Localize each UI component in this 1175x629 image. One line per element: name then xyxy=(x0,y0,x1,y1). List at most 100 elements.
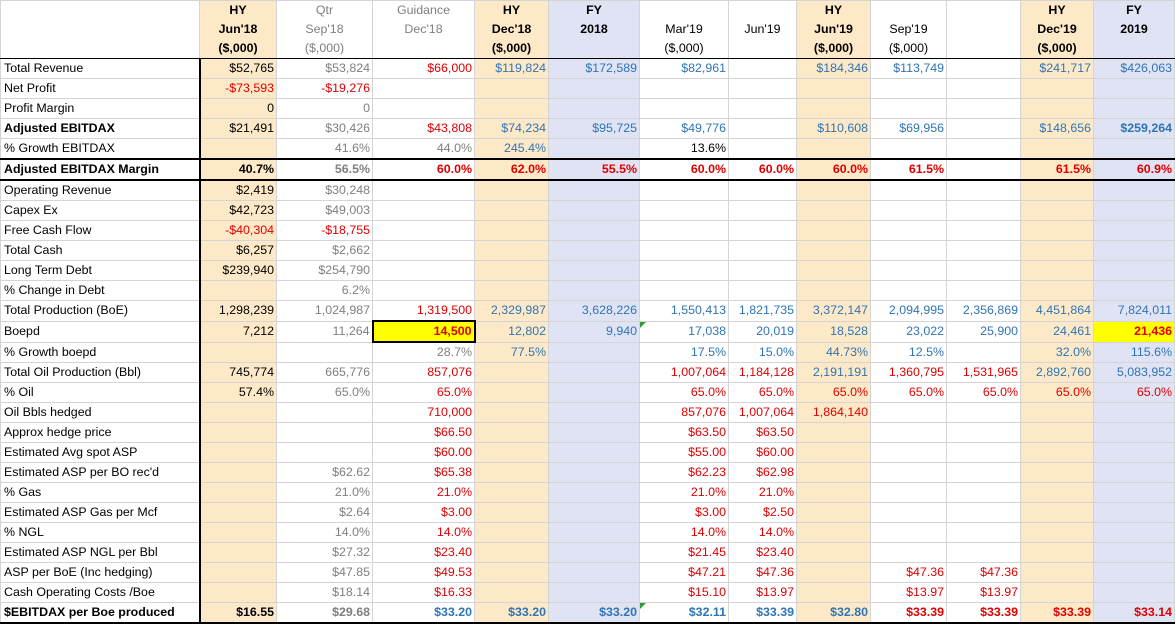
cell-qtr-sep18[interactable]: 6.2% xyxy=(276,280,373,301)
cell-hy-dec18[interactable] xyxy=(474,422,549,443)
cell-hy-dec19[interactable] xyxy=(1020,422,1094,443)
cell-dec19-q[interactable] xyxy=(946,200,1021,221)
cell-hy-dec18[interactable] xyxy=(474,240,549,261)
cell-sep19[interactable] xyxy=(870,280,947,301)
cell-fy-2019[interactable]: $33.14 xyxy=(1093,602,1175,624)
cell-mar19[interactable]: $3.00 xyxy=(639,502,729,523)
cell-jun19[interactable]: 14.0% xyxy=(728,522,797,543)
cell-jun19[interactable] xyxy=(728,280,797,301)
cell-hy-jun19[interactable]: 65.0% xyxy=(796,382,871,403)
cell-jun19[interactable] xyxy=(728,220,797,241)
cell-dec19-q[interactable]: 2,356,869 xyxy=(946,300,1021,322)
cell-guidance-dec18[interactable]: $60.00 xyxy=(372,442,475,463)
cell-hy-dec18[interactable] xyxy=(474,200,549,221)
cell-hy-dec18[interactable]: 62.0% xyxy=(474,158,549,181)
cell-sep19[interactable]: 65.0% xyxy=(870,382,947,403)
header-cell-qtr-sep18-r0[interactable]: Qtr xyxy=(276,0,373,20)
header-cell-mar19-r2[interactable]: ($,000) xyxy=(639,39,729,59)
cell-hy-jun19[interactable]: 2,191,191 xyxy=(796,362,871,383)
cell-fy-2018[interactable] xyxy=(548,240,640,261)
cell-guidance-dec18[interactable]: 14,500 xyxy=(371,320,476,343)
header-cell-fy-2018-r1[interactable]: 2018 xyxy=(548,20,640,39)
cell-fy-2019[interactable]: $259,264 xyxy=(1093,118,1175,139)
cell-jun19[interactable]: 65.0% xyxy=(728,382,797,403)
row-label[interactable]: % Oil xyxy=(0,382,200,403)
cell-fy-2018[interactable] xyxy=(548,138,640,160)
cell-fy-2018[interactable] xyxy=(548,462,640,483)
cell-fy-2018[interactable] xyxy=(548,482,640,503)
cell-fy-2019[interactable]: 5,083,952 xyxy=(1093,362,1175,383)
cell-hy-jun18[interactable]: $21,491 xyxy=(198,118,277,139)
cell-dec19-q[interactable] xyxy=(946,78,1021,99)
cell-hy-dec19[interactable] xyxy=(1020,260,1094,281)
cell-fy-2018[interactable]: $172,589 xyxy=(548,58,640,79)
cell-fy-2019[interactable] xyxy=(1093,260,1175,281)
cell-fy-2018[interactable] xyxy=(548,200,640,221)
cell-jun19[interactable] xyxy=(728,179,797,201)
cell-mar19[interactable] xyxy=(639,220,729,241)
cell-jun19[interactable]: $23.40 xyxy=(728,542,797,563)
cell-guidance-dec18[interactable]: $23.40 xyxy=(372,542,475,563)
header-cell-hy-jun18-r0[interactable]: HY xyxy=(199,0,277,20)
cell-hy-dec19[interactable]: $241,717 xyxy=(1020,58,1094,79)
cell-mar19[interactable]: $47.21 xyxy=(639,562,729,583)
cell-mar19[interactable]: $62.23 xyxy=(639,462,729,483)
cell-sep19[interactable] xyxy=(870,462,947,483)
cell-hy-jun18[interactable]: -$40,304 xyxy=(198,220,277,241)
cell-guidance-dec18[interactable]: $49.53 xyxy=(372,562,475,583)
cell-hy-dec19[interactable]: 32.0% xyxy=(1020,341,1094,363)
cell-fy-2019[interactable] xyxy=(1093,442,1175,463)
cell-hy-dec18[interactable] xyxy=(474,442,549,463)
cell-hy-dec19[interactable] xyxy=(1020,138,1094,160)
cell-qtr-sep18[interactable]: 65.0% xyxy=(276,382,373,403)
cell-mar19[interactable]: 17.5% xyxy=(639,341,729,363)
cell-dec19-q[interactable] xyxy=(946,118,1021,139)
cell-guidance-dec18[interactable] xyxy=(372,260,475,281)
cell-hy-dec19[interactable] xyxy=(1020,482,1094,503)
cell-hy-jun19[interactable] xyxy=(796,542,871,563)
cell-mar19[interactable]: 857,076 xyxy=(639,402,729,423)
cell-dec19-q[interactable] xyxy=(946,280,1021,301)
cell-hy-jun18[interactable]: $6,257 xyxy=(198,240,277,261)
row-label[interactable]: Cash Operating Costs /Boe xyxy=(0,582,200,603)
cell-hy-jun19[interactable] xyxy=(796,98,871,119)
cell-fy-2018[interactable]: $95,725 xyxy=(548,118,640,139)
cell-hy-jun18[interactable]: -$73,593 xyxy=(198,78,277,99)
cell-dec19-q[interactable]: $47.36 xyxy=(946,562,1021,583)
cell-hy-jun18[interactable] xyxy=(198,402,277,423)
cell-fy-2018[interactable] xyxy=(548,522,640,543)
cell-hy-jun18[interactable] xyxy=(198,582,277,603)
cell-fy-2019[interactable] xyxy=(1093,422,1175,443)
cell-hy-dec19[interactable] xyxy=(1020,78,1094,99)
cell-guidance-dec18[interactable] xyxy=(372,78,475,99)
cell-hy-dec19[interactable] xyxy=(1020,562,1094,583)
cell-jun19[interactable] xyxy=(728,58,797,79)
cell-hy-dec19[interactable]: 65.0% xyxy=(1020,382,1094,403)
cell-hy-dec18[interactable]: 2,329,987 xyxy=(474,300,549,322)
row-label[interactable]: % Gas xyxy=(0,482,200,503)
cell-hy-dec19[interactable] xyxy=(1020,220,1094,241)
header-cell-fy-2019-r0[interactable]: FY xyxy=(1093,0,1175,20)
cell-fy-2019[interactable]: 7,824,011 xyxy=(1093,300,1175,322)
row-label[interactable]: Estimated Avg spot ASP xyxy=(0,442,200,463)
header-cell-jun19-r2[interactable] xyxy=(728,39,797,59)
header-cell-fy-2018-r2[interactable] xyxy=(548,39,640,59)
cell-jun19[interactable]: $47.36 xyxy=(728,562,797,583)
header-cell-guidance-dec18-r1[interactable]: Dec'18 xyxy=(372,20,475,39)
cell-jun19[interactable] xyxy=(728,78,797,99)
cell-jun19[interactable]: 15.0% xyxy=(728,341,797,363)
cell-qtr-sep18[interactable] xyxy=(276,402,373,423)
cell-hy-dec19[interactable] xyxy=(1020,522,1094,543)
row-label[interactable]: Oil Bbls hedged xyxy=(0,402,200,423)
cell-hy-jun19[interactable] xyxy=(796,240,871,261)
cell-guidance-dec18[interactable] xyxy=(372,98,475,119)
cell-mar19[interactable] xyxy=(639,260,729,281)
row-label[interactable]: Free Cash Flow xyxy=(0,220,200,241)
cell-mar19[interactable]: $63.50 xyxy=(639,422,729,443)
cell-hy-jun18[interactable] xyxy=(198,422,277,443)
cell-jun19[interactable]: 20,019 xyxy=(728,320,797,343)
cell-sep19[interactable] xyxy=(870,200,947,221)
cell-qtr-sep18[interactable]: $30,248 xyxy=(276,179,373,201)
cell-sep19[interactable]: 2,094,995 xyxy=(870,300,947,322)
cell-fy-2019[interactable] xyxy=(1093,582,1175,603)
